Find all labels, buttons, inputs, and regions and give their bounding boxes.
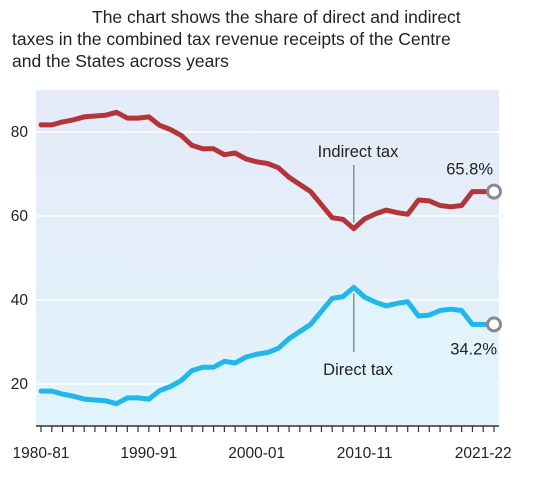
axes [36,425,499,432]
y-tick-label-60: 60 [11,208,29,225]
indirect-tax-end-marker [486,183,502,200]
y-tick-label-80: 80 [11,124,29,141]
y-tick-label-40: 40 [11,292,29,309]
x-tick-label-1990-91: 1990-91 [120,445,177,462]
title-line-2: taxes in the combined tax revenue receip… [12,29,451,49]
direct-tax-annotation: Direct tax [323,361,393,379]
series-layer [38,109,502,426]
direct-tax-end-label: 34.2% [450,340,497,358]
title-line-3: and the States across years [12,51,229,71]
x-tick-label-2000-01: 2000-01 [228,445,285,462]
direct-tax-end-marker [486,316,502,333]
title-line-1: The chart shows the share of direct and … [92,7,461,27]
x-tick-label-2021-22: 2021-22 [455,445,512,462]
direct-tax-area [41,287,494,426]
x-tick-label-1980-81: 1980-81 [13,445,70,462]
indirect-tax-end-label: 65.8% [446,161,493,179]
chart-title: The chart shows the share of direct and … [0,6,558,72]
labels: 20 40 60 80 65.8% 34.2% Indirect tax Direct tax… [11,124,512,462]
indirect-tax-annotation: Indirect tax [318,143,399,161]
y-tick-label-20: 20 [11,376,29,393]
indirect-tax-line [38,109,497,232]
direct-tax-line [38,284,497,407]
x-tick-label-2010-11: 2010-11 [337,445,393,462]
